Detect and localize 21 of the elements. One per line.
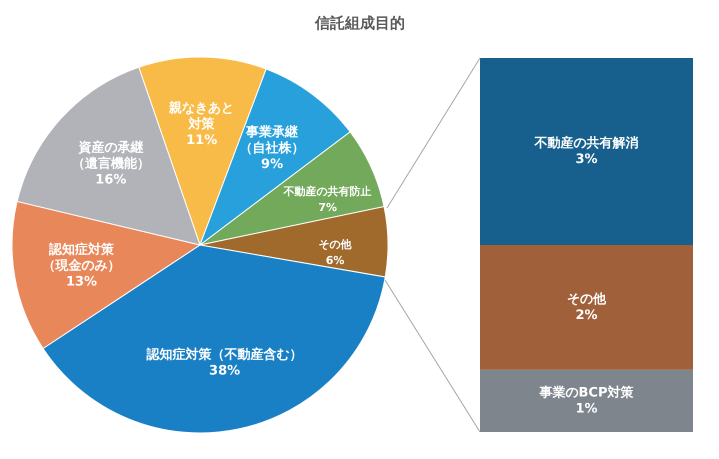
data-label: 11% [186, 133, 218, 148]
data-label: 38% [209, 363, 240, 378]
slice-label: 認知症対策（不動産含む） [146, 346, 303, 362]
slice-label: その他 [318, 238, 353, 251]
data-label: 9% [261, 157, 284, 172]
data-label: 13% [66, 274, 98, 290]
series-label: 不動産の共有解消 [534, 135, 638, 152]
series-label: その他 [567, 292, 607, 307]
data-label: 2% [575, 308, 598, 323]
slice-label: 認知症対策（現金のみ） [42, 241, 121, 274]
data-label: 6% [326, 254, 344, 267]
data-label: 16% [95, 172, 126, 188]
slice-label: 不動産の共有防止 [282, 185, 372, 198]
series-label: 事業のBCP対策 [538, 384, 634, 400]
data-label: 3% [575, 152, 598, 168]
slice-label: 事業承継（自社株） [240, 125, 305, 156]
slice-label: 資産の承継（遺言機能） [72, 140, 150, 172]
data-label: 1% [575, 401, 598, 416]
data-label: 7% [318, 201, 338, 214]
slice-label: 親なきあと対策 [168, 100, 234, 132]
chart-title: 信託組成目的 [314, 14, 405, 32]
